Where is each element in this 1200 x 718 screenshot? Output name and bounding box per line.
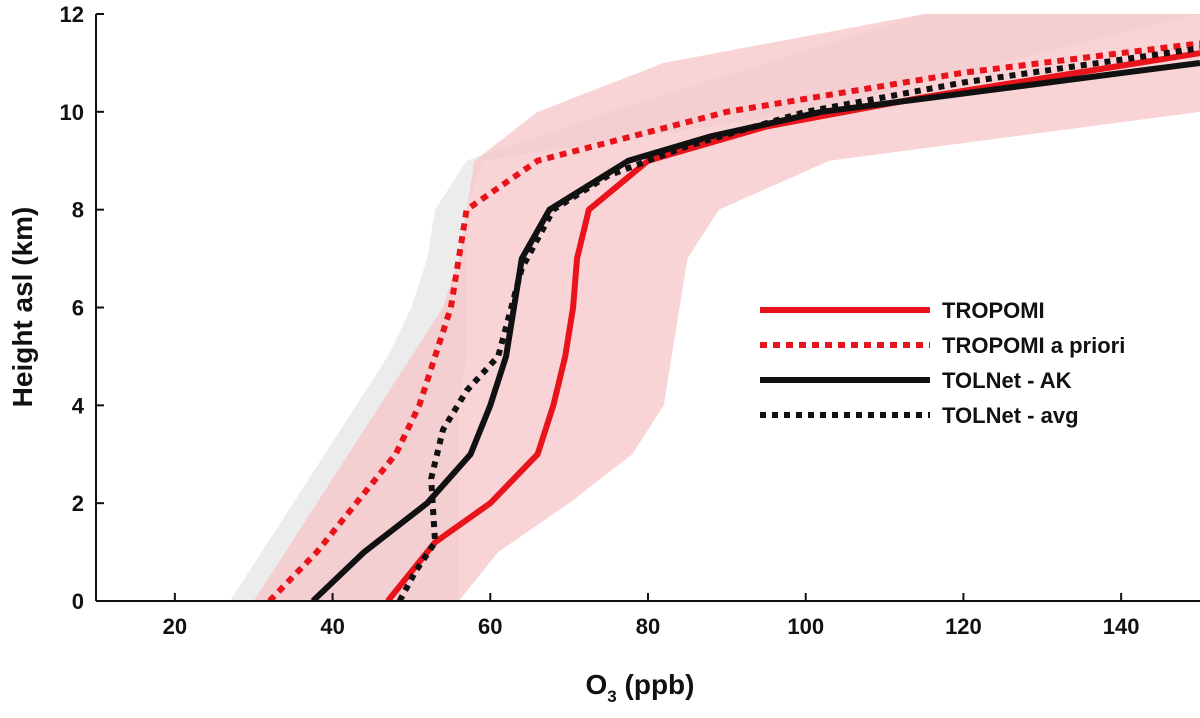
series-lines [267, 40, 1200, 601]
x-tick-label: 20 [163, 614, 187, 639]
series-line-tropomi [385, 50, 1200, 601]
tick-labels: 20 40 60 80 100 120 140 0 2 4 6 8 10 12 [60, 2, 1140, 639]
legend-label-tropomi-a-priori: TROPOMI a priori [942, 333, 1125, 358]
y-tick-label: 10 [60, 100, 84, 125]
x-axis-title: O3 (ppb) [586, 669, 695, 706]
x-tick-label: 40 [320, 614, 344, 639]
legend: TROPOMI TROPOMI a priori TOLNet - AK TOLNet… [760, 298, 1125, 428]
x-tick-label: 120 [945, 614, 982, 639]
y-tick-label: 0 [72, 589, 84, 614]
y-tick-label: 8 [72, 198, 84, 223]
x-axis-title-main: O [586, 669, 608, 700]
y-tick-label: 12 [60, 2, 84, 27]
legend-label-tolnet-ak: TOLNet - AK [942, 368, 1072, 393]
band-tolnet-spread [230, 14, 1200, 601]
y-axis-title: Height asl (km) [7, 207, 38, 408]
x-axis-title-unit: (ppb) [617, 669, 695, 700]
x-axis-title-subscript: 3 [607, 687, 616, 706]
legend-label-tropomi: TROPOMI [942, 298, 1045, 323]
x-tick-label: 60 [478, 614, 502, 639]
y-tick-label: 6 [72, 296, 84, 321]
y-tick-label: 4 [72, 393, 85, 418]
x-tick-label: 100 [787, 614, 824, 639]
x-tick-label: 80 [636, 614, 660, 639]
series-line-tropomi-a-priori [267, 40, 1200, 601]
x-tick-label: 140 [1103, 614, 1140, 639]
y-tick-label: 2 [72, 491, 84, 516]
band-tropomi-spread [253, 14, 1200, 601]
legend-label-tolnet-avg: TOLNet - avg [942, 403, 1079, 428]
spread-bands [230, 14, 1200, 601]
series-line-tolnet-avg [396, 45, 1200, 601]
